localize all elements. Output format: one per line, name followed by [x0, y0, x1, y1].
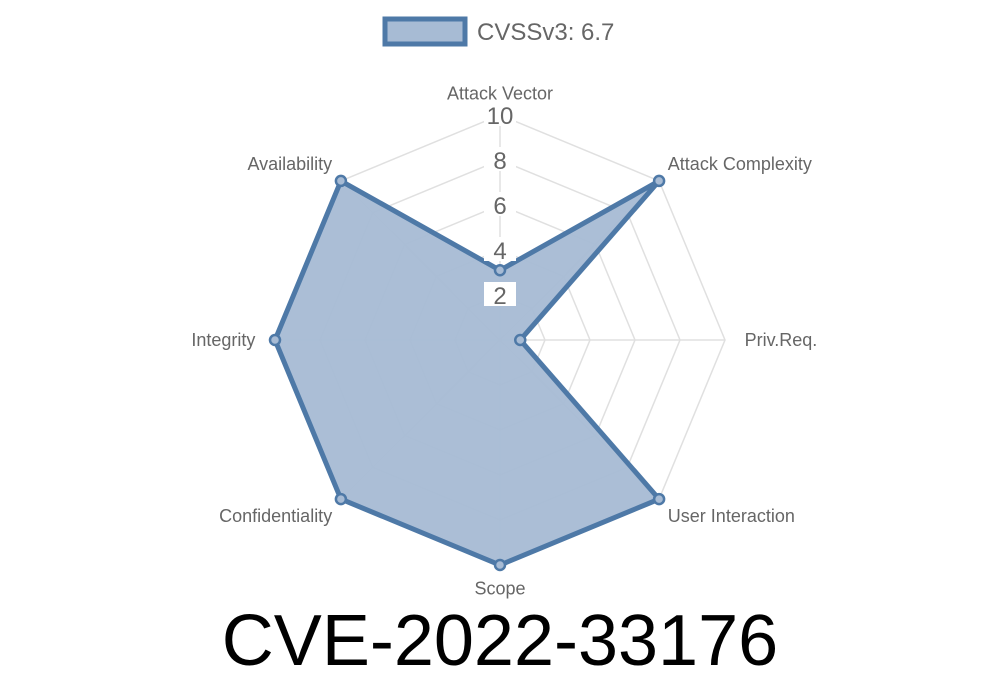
tick-label-backdrop — [484, 237, 516, 261]
tick-label: 6 — [493, 193, 506, 220]
data-point — [334, 174, 348, 188]
axis-label: Attack Vector — [447, 83, 553, 103]
data-point — [268, 333, 282, 347]
tick-label-backdrop — [484, 147, 516, 171]
tick-label: 2 — [493, 283, 506, 310]
axis-label: User Interaction — [668, 506, 795, 526]
data-point — [334, 492, 348, 506]
legend[interactable]: CVSSv3: 6.7 — [382, 16, 614, 47]
axis-label: Attack Complexity — [668, 154, 812, 174]
tick-label: 8 — [493, 148, 506, 175]
tick-label-backdrop — [484, 102, 516, 126]
data-point — [493, 264, 507, 277]
axis-label: Scope — [474, 579, 525, 599]
legend-swatch — [382, 16, 468, 47]
axis-label: Confidentiality — [219, 506, 332, 526]
data-point — [652, 492, 666, 506]
tick-label-backdrop — [484, 192, 516, 216]
tick-label: 4 — [493, 238, 506, 265]
axis-label: Priv.Req. — [745, 330, 818, 350]
tick-label-backdrop — [484, 282, 516, 306]
series-area — [272, 177, 664, 568]
data-point — [493, 558, 507, 572]
data-point — [514, 333, 527, 347]
data-point — [652, 174, 666, 188]
tick-label: 10 — [487, 103, 514, 130]
axis-label: Availability — [247, 154, 332, 174]
cve-title: CVE-2022-33176 — [221, 601, 779, 681]
legend-label: CVSSv3: 6.7 — [477, 19, 614, 46]
axis-label: Integrity — [191, 330, 255, 350]
